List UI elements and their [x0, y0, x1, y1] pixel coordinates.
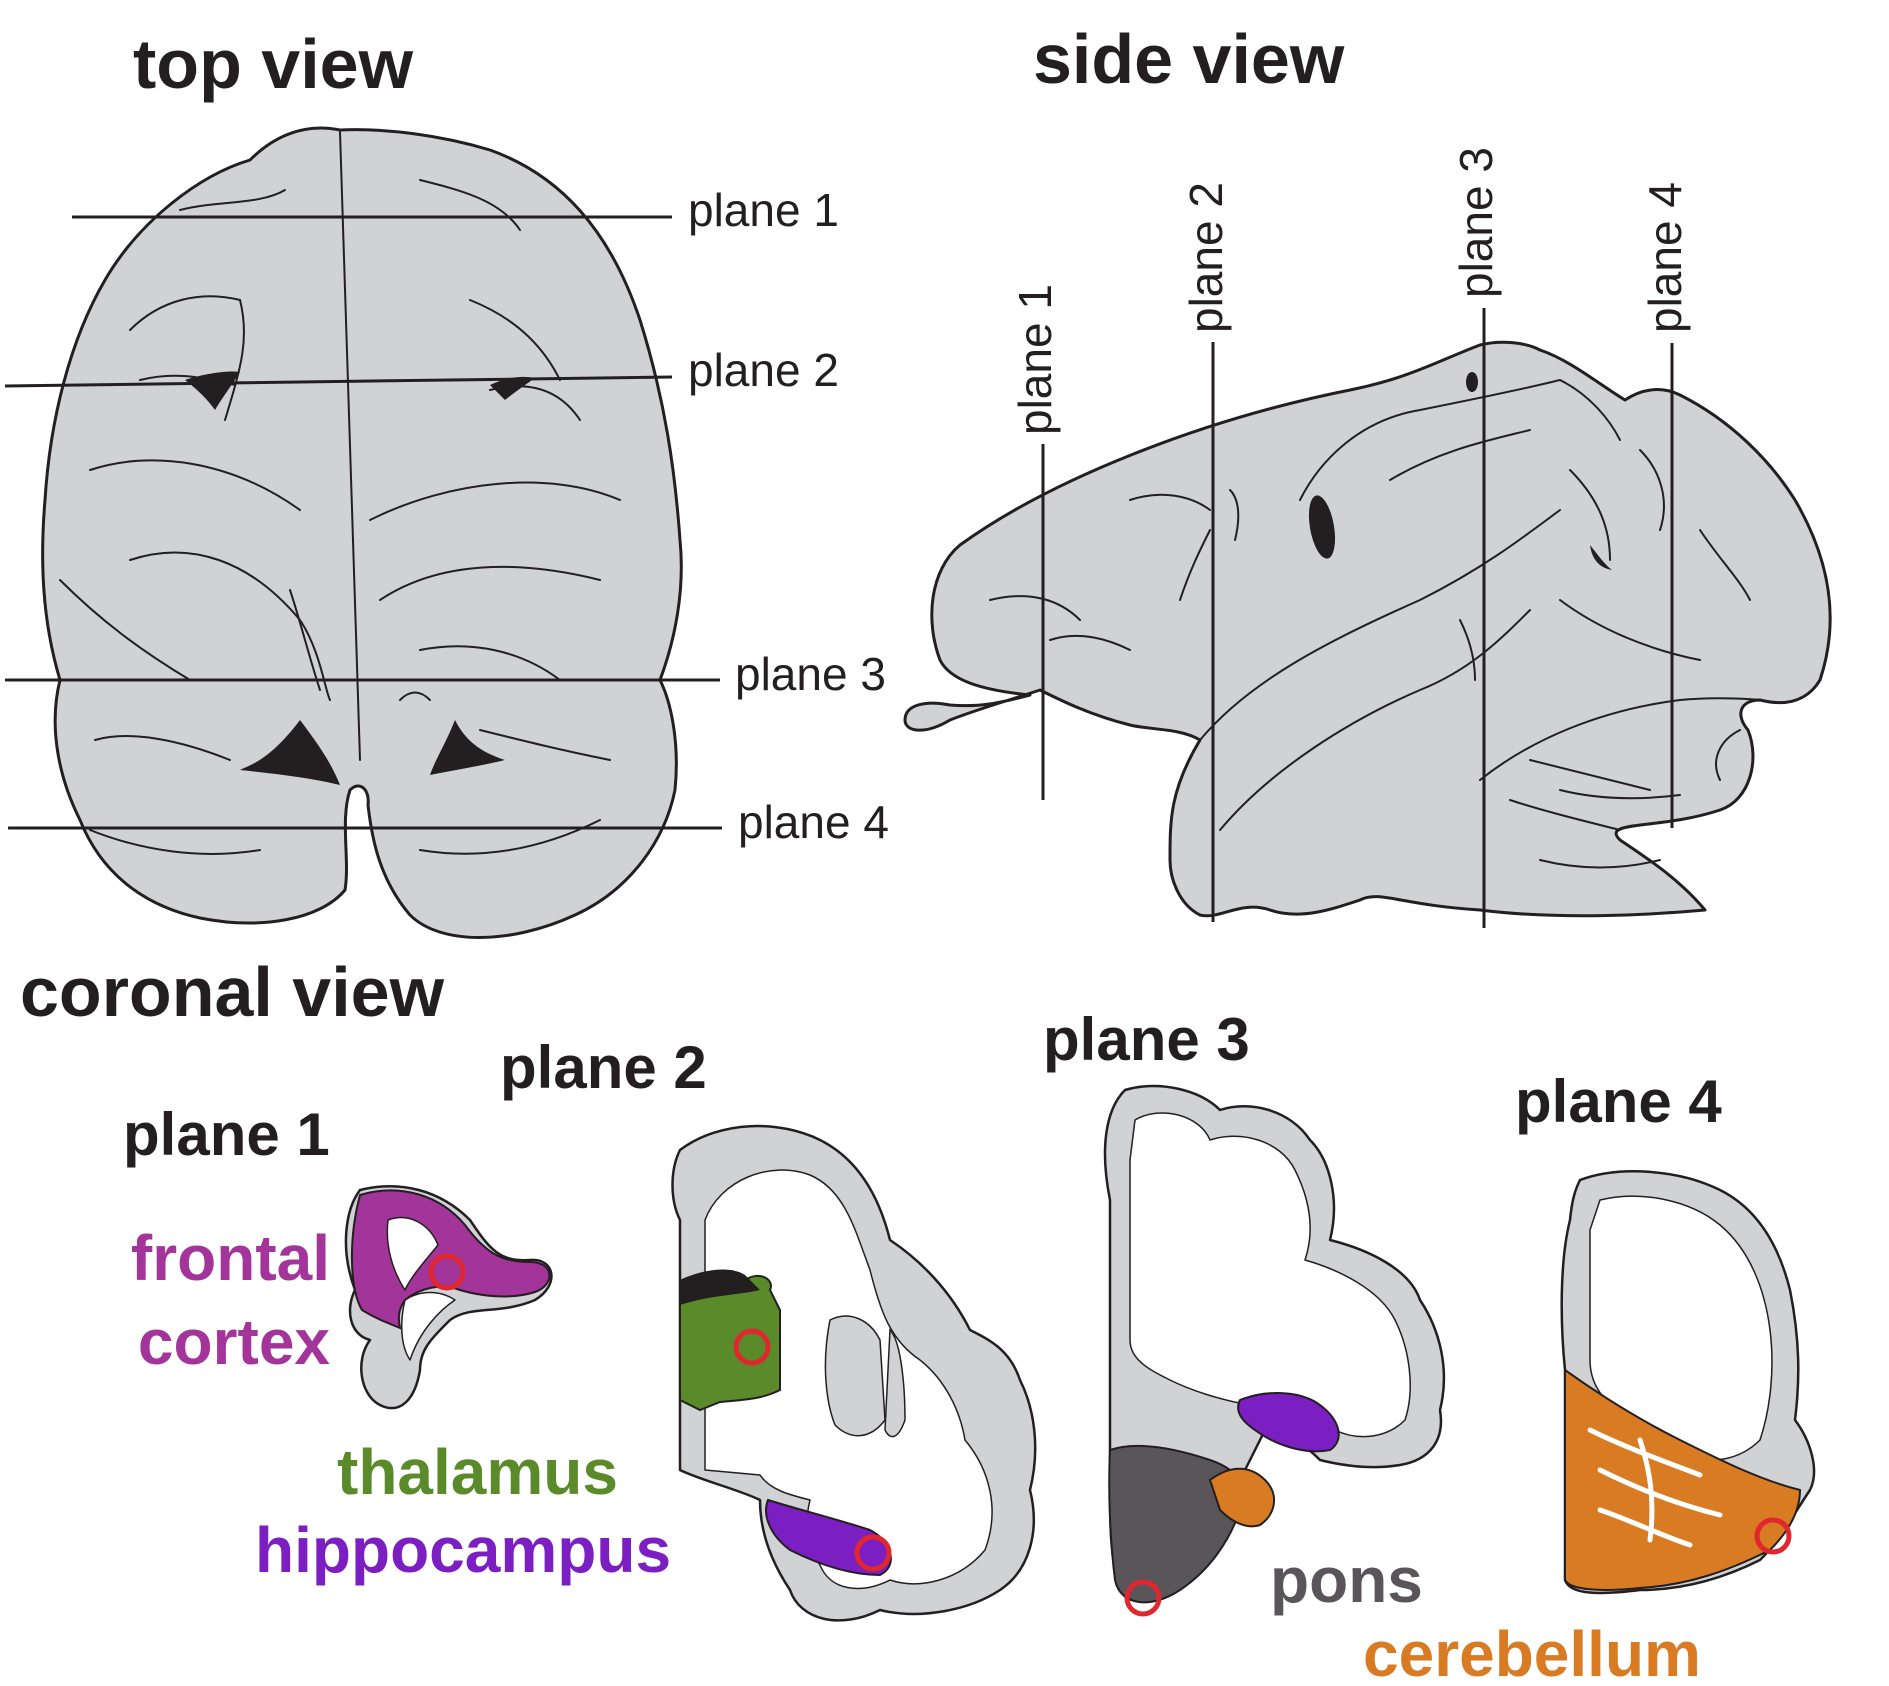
- side-view-plane-1-label: plane 1: [1009, 284, 1061, 435]
- side-view-plane-2-label: plane 2: [1180, 182, 1232, 333]
- cerebellum-marker: [1754, 1517, 1792, 1555]
- frontal-cortex-label-line1: frontal: [131, 1222, 330, 1294]
- coronal-slice-plane-1: [344, 1185, 553, 1410]
- hippocampus-label: hippocampus: [255, 1514, 671, 1586]
- pons-label: pons: [1270, 1544, 1423, 1616]
- side-view-title: side view: [1033, 20, 1345, 98]
- hippocampus-marker: [854, 1534, 892, 1572]
- frontal-cortex-marker: [428, 1253, 466, 1291]
- top-view-brain: [41, 126, 683, 939]
- frontal-cortex-label-line2: cortex: [138, 1306, 331, 1378]
- thalamus-region: [679, 1274, 781, 1412]
- side-view-plane-4-label: plane 4: [1639, 182, 1691, 333]
- pons-region: [1108, 1444, 1245, 1604]
- side-view-plane-3-label: plane 3: [1450, 147, 1502, 298]
- top-view-plane-1-label: plane 1: [688, 184, 839, 236]
- top-view-plane-2-label: plane 2: [688, 344, 839, 396]
- plane-3-hippocampus-region: [1237, 1392, 1340, 1453]
- coronal-plane-3-title: plane 3: [1043, 1006, 1250, 1073]
- thalamus-marker: [733, 1328, 771, 1366]
- thalamus-label: thalamus: [337, 1436, 618, 1508]
- pons-marker: [1124, 1579, 1162, 1617]
- coronal-plane-2-title: plane 2: [500, 1034, 707, 1101]
- coronal-slice-plane-2: [671, 1124, 1037, 1622]
- coronal-slice-plane-4: [1560, 1170, 1816, 1595]
- coronal-slice-plane-3: [1103, 1084, 1446, 1617]
- coronal-view-title: coronal view: [20, 953, 445, 1031]
- cerebellum-label: cerebellum: [1363, 1618, 1701, 1686]
- top-view-plane-2-line: [4, 375, 673, 388]
- top-view-plane-4-label: plane 4: [738, 796, 889, 848]
- coronal-plane-4-title: plane 4: [1515, 1068, 1722, 1135]
- side-view-brain: [903, 340, 1832, 918]
- coronal-plane-1-title: plane 1: [123, 1101, 330, 1168]
- top-view-title: top view: [133, 25, 414, 103]
- pons-cerebellum-region: [1208, 1467, 1275, 1528]
- cerebellum-region: [1564, 1368, 1802, 1591]
- top-view-plane-3-label: plane 3: [735, 648, 886, 700]
